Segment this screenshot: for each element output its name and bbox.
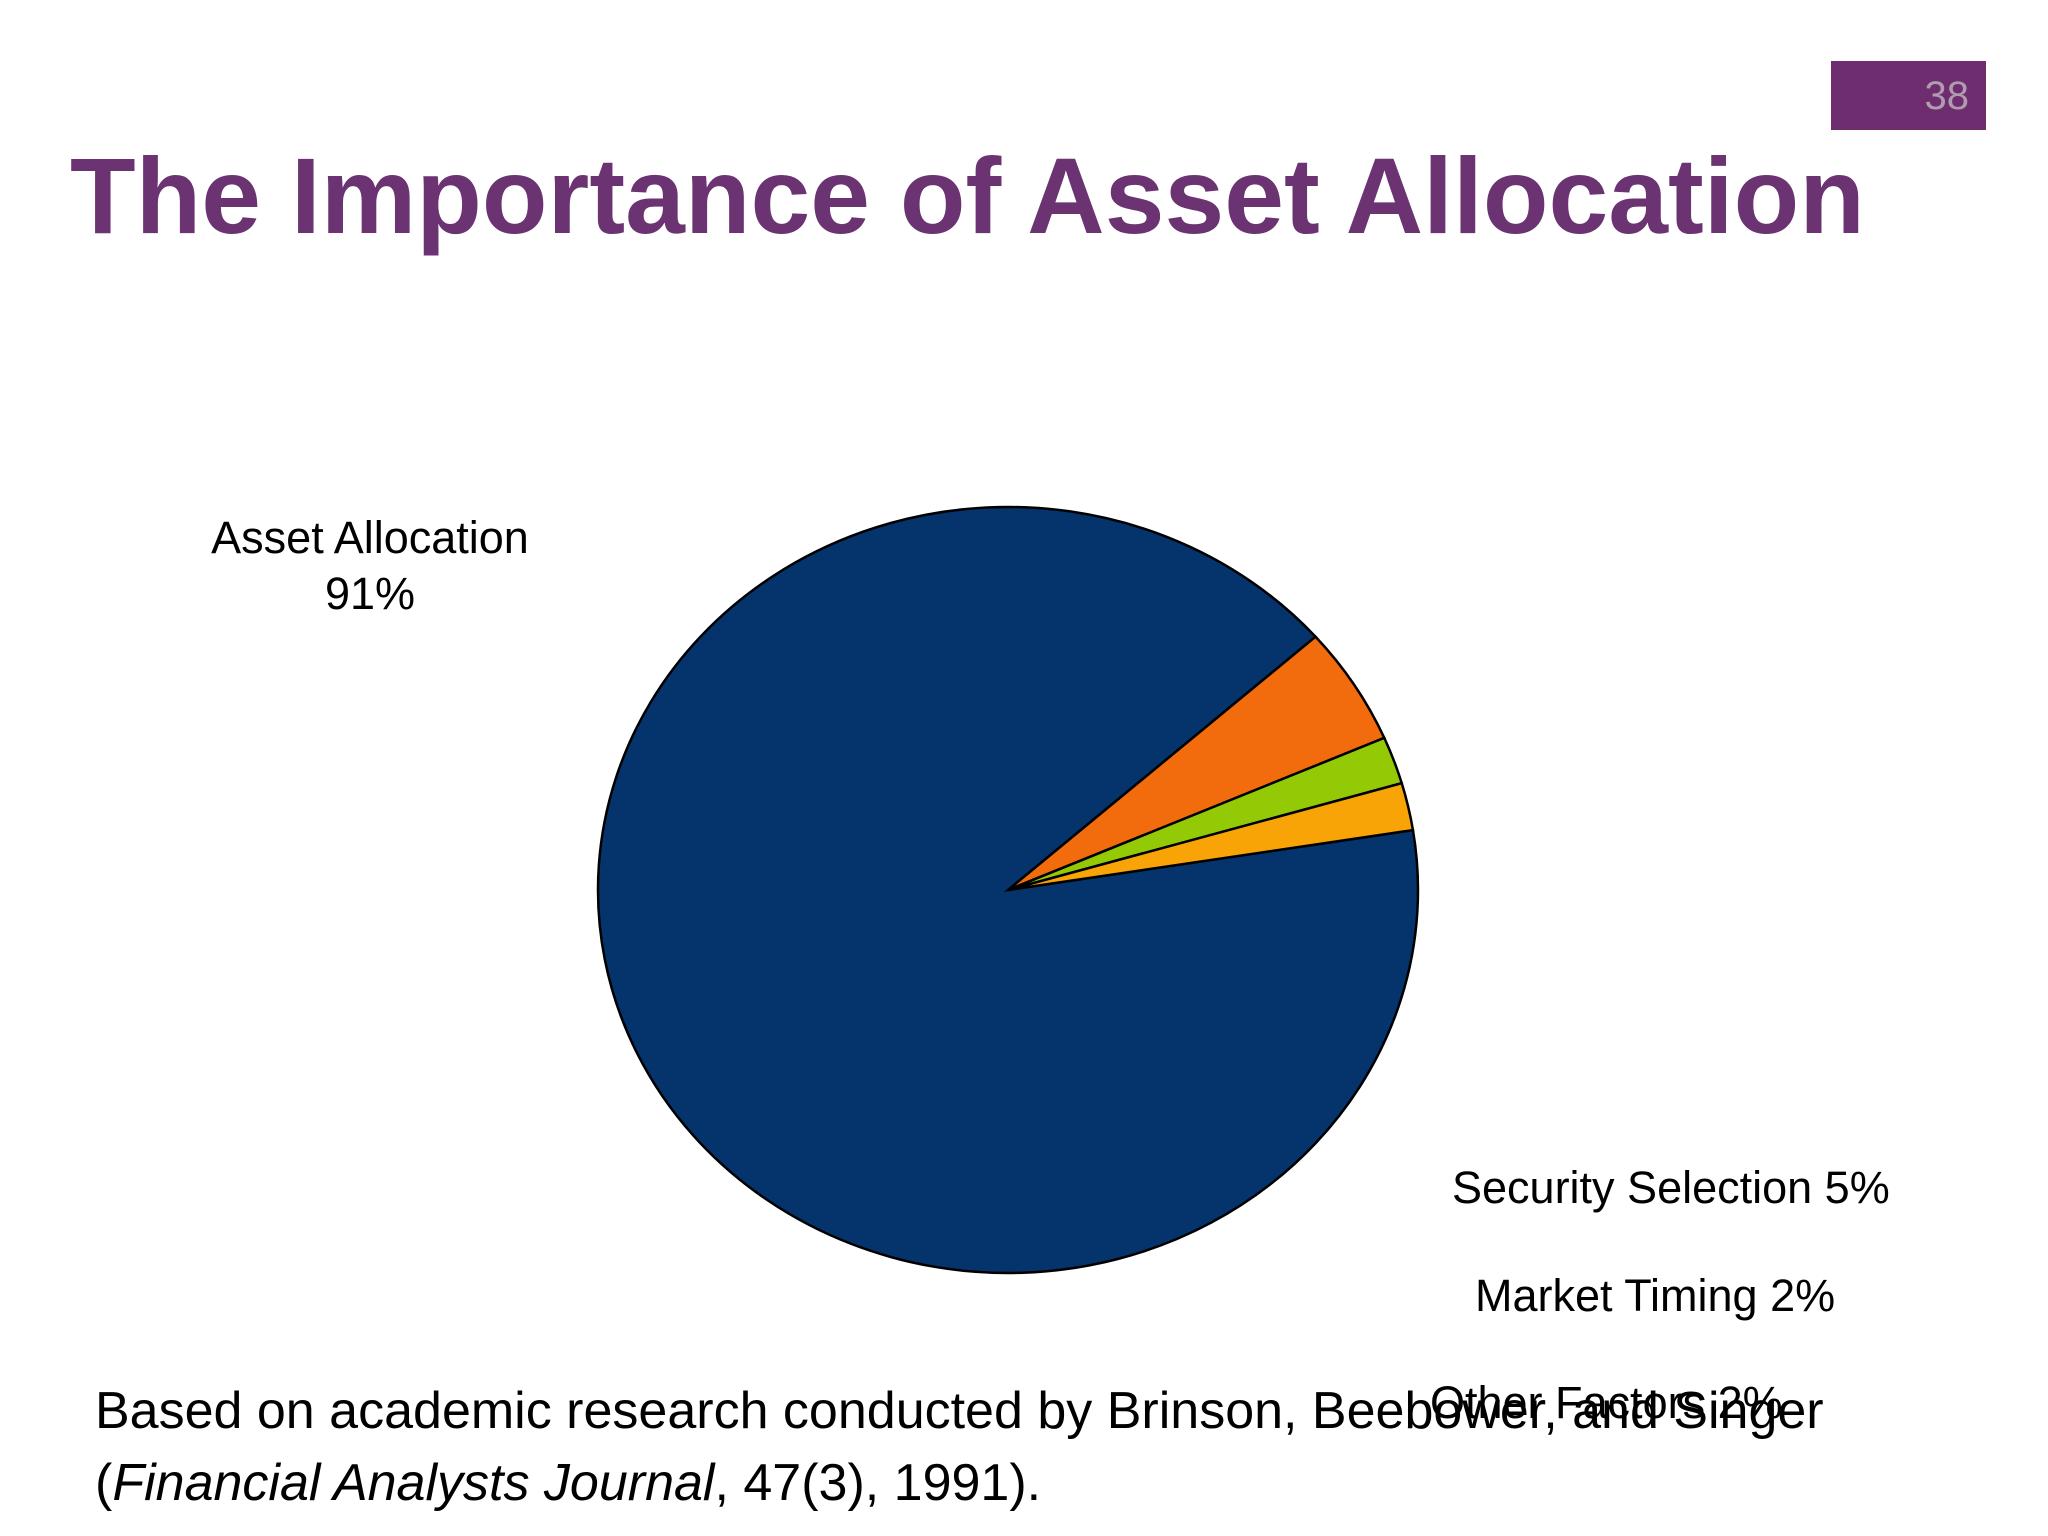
- page-number-badge: 38: [1831, 61, 1986, 130]
- page-number-text: 38: [1924, 73, 1970, 118]
- slice-label-market-timing: Market Timing 2%: [1475, 1270, 1836, 1321]
- slice-label-asset-allocation-name: Asset Allocation: [211, 512, 529, 563]
- pie-slices: [596, 505, 1420, 1275]
- pie-slice-other-factors: [1007, 781, 1415, 892]
- source-footnote-line2: (Financial Analysts Journal, 47(3), 1991…: [95, 1447, 1965, 1519]
- footnote-citation-rest: , 47(3), 1991).: [714, 1454, 1042, 1512]
- footnote-journal-title: Financial Analysts Journal: [112, 1454, 715, 1512]
- source-footnote: Based on academic research conducted by …: [95, 1375, 1965, 1519]
- source-footnote-line1: Based on academic research conducted by …: [95, 1382, 1824, 1440]
- slice-label-other-factors: Other Factors 2%: [1430, 1377, 1783, 1428]
- page-title: The Importance of Asset Allocation: [70, 135, 1865, 256]
- slice-label-asset-allocation: Asset Allocation 91%: [150, 510, 590, 622]
- pie-chart: Asset Allocation 91% Security Selection …: [0, 430, 2048, 1428]
- footnote-paren-open: (: [95, 1454, 113, 1512]
- slice-label-security-selection: Security Selection 5%: [1452, 1162, 1890, 1213]
- pie-chart-svg: [596, 505, 1420, 1275]
- slice-label-asset-allocation-value: 91%: [324, 568, 416, 619]
